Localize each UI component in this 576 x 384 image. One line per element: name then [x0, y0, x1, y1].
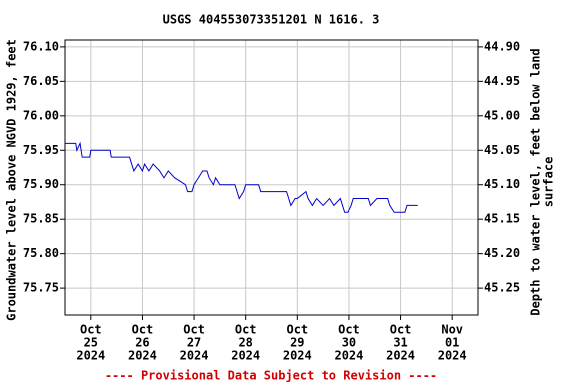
y2-axis-label: Depth to water level, feet below land — [529, 48, 543, 315]
y-tick-label: 75.85 — [23, 212, 59, 226]
x-tick-label: Oct — [183, 323, 205, 337]
y2-tick-label: 45.00 — [484, 108, 520, 122]
x-tick-label: 2024 — [231, 349, 260, 363]
y2-tick-label: 45.10 — [484, 177, 520, 191]
x-tick-label: Oct — [80, 323, 102, 337]
x-tick-label: 2024 — [386, 349, 415, 363]
y-tick-label: 75.80 — [23, 246, 59, 260]
y2-tick-label: 45.20 — [484, 246, 520, 260]
x-tick-label: 25 — [84, 336, 98, 350]
x-tick-label: 01 — [445, 336, 459, 350]
x-tick-label: Oct — [338, 323, 360, 337]
y2-tick-label: 45.05 — [484, 143, 520, 157]
x-tick-label: 2024 — [76, 349, 105, 363]
x-tick-label: 2024 — [180, 349, 209, 363]
chart-title: USGS 404553073351201 N 1616. 3 — [163, 13, 380, 27]
x-tick-label: Oct — [286, 323, 308, 337]
y2-tick-label: 45.25 — [484, 281, 520, 295]
y2-axis-label: surface — [542, 157, 556, 208]
x-tick-label: Nov — [441, 323, 463, 337]
x-tick-label: Oct — [132, 323, 154, 337]
x-tick-label: Oct — [390, 323, 412, 337]
y-tick-label: 76.05 — [23, 74, 59, 88]
plot-frame — [64, 39, 479, 316]
y2-tick-label: 45.15 — [484, 212, 520, 226]
x-tick-label: 2024 — [438, 349, 467, 363]
x-tick-label: 2024 — [334, 349, 363, 363]
x-tick-label: 28 — [238, 336, 252, 350]
x-tick-label: 30 — [342, 336, 356, 350]
y-tick-label: 76.10 — [23, 39, 59, 53]
y-tick-label: 75.75 — [23, 281, 59, 295]
y-axis-label: Groundwater level above NGVD 1929, feet — [5, 39, 19, 321]
data-line — [65, 141, 418, 213]
y2-tick-label: 44.90 — [484, 39, 520, 53]
x-tick-label: 27 — [187, 336, 201, 350]
y-tick-label: 75.95 — [23, 143, 59, 157]
provisional-note: ---- Provisional Data Subject to Revisio… — [105, 369, 437, 383]
x-tick-label: Oct — [235, 323, 257, 337]
y2-tick-label: 44.95 — [484, 74, 520, 88]
x-tick-label: 2024 — [128, 349, 157, 363]
x-tick-label: 26 — [135, 336, 149, 350]
x-tick-label: 29 — [290, 336, 304, 350]
x-tick-label: 31 — [393, 336, 407, 350]
y-tick-label: 76.00 — [23, 108, 59, 122]
x-tick-label: 2024 — [283, 349, 312, 363]
y-tick-label: 75.90 — [23, 177, 59, 191]
